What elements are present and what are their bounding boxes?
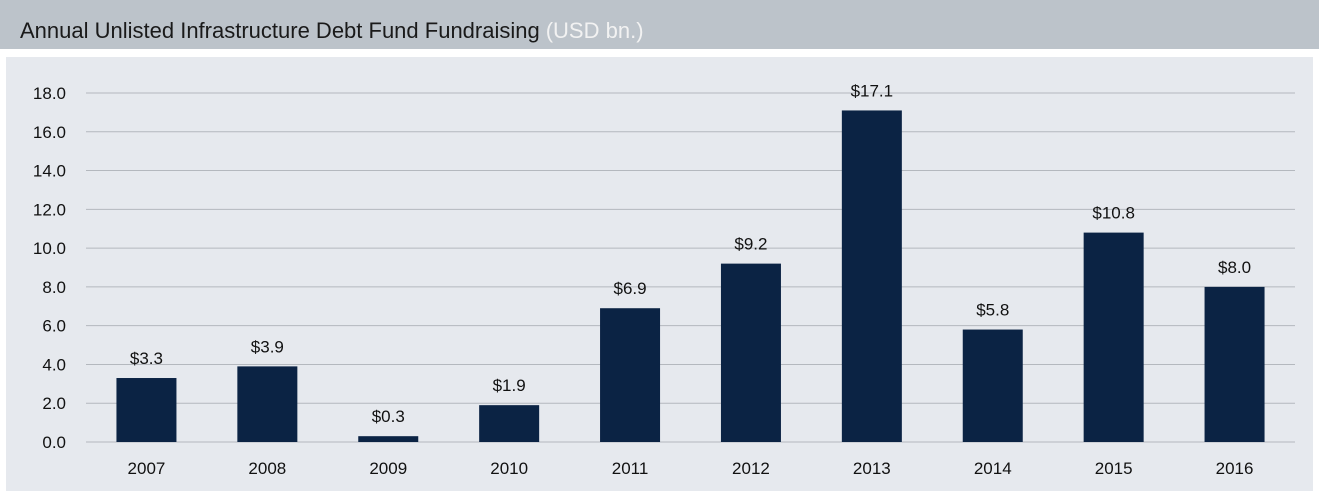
bar <box>841 110 902 442</box>
x-tick-label: 2008 <box>248 459 286 478</box>
data-label: $1.9 <box>493 376 526 395</box>
header-bar <box>0 0 1319 49</box>
data-label: $3.3 <box>130 349 163 368</box>
bar <box>479 405 540 442</box>
data-label: $8.0 <box>1218 258 1251 277</box>
bar <box>116 378 177 442</box>
y-tick-label: 2.0 <box>42 394 66 413</box>
data-label: $3.9 <box>251 337 284 356</box>
bar <box>358 436 419 442</box>
y-tick-label: 18.0 <box>33 84 66 103</box>
data-label: $0.3 <box>372 407 405 426</box>
x-tick-label: 2016 <box>1216 459 1254 478</box>
bar <box>1204 286 1265 442</box>
bar <box>600 308 661 442</box>
x-tick-label: 2010 <box>490 459 528 478</box>
chart-title: Annual Unlisted Infrastructure Debt Fund… <box>20 18 540 43</box>
x-tick-label: 2014 <box>974 459 1012 478</box>
data-label: $10.8 <box>1092 204 1135 223</box>
bar <box>1083 232 1144 442</box>
data-label: $9.2 <box>734 235 767 254</box>
x-tick-label: 2007 <box>128 459 166 478</box>
y-tick-label: 8.0 <box>42 278 66 297</box>
y-tick-label: 12.0 <box>33 200 66 219</box>
x-tick-label: 2012 <box>732 459 770 478</box>
y-tick-label: 0.0 <box>42 433 66 452</box>
y-tick-label: 10.0 <box>33 239 66 258</box>
y-tick-label: 14.0 <box>33 162 66 181</box>
bar <box>237 366 298 442</box>
x-tick-label: 2009 <box>369 459 407 478</box>
data-label: $6.9 <box>614 279 647 298</box>
bar <box>962 329 1023 442</box>
data-label: $17.1 <box>851 81 894 100</box>
y-tick-label: 4.0 <box>42 355 66 374</box>
y-tick-label: 6.0 <box>42 317 66 336</box>
bar <box>720 263 781 442</box>
x-tick-label: 2015 <box>1095 459 1133 478</box>
chart-heading: Annual Unlisted Infrastructure Debt Fund… <box>20 18 644 43</box>
chart-subtitle: (USD bn.) <box>546 18 644 43</box>
x-tick-label: 2011 <box>612 459 649 478</box>
y-tick-label: 16.0 <box>33 123 66 142</box>
data-label: $5.8 <box>976 301 1009 320</box>
x-tick-label: 2013 <box>853 459 891 478</box>
